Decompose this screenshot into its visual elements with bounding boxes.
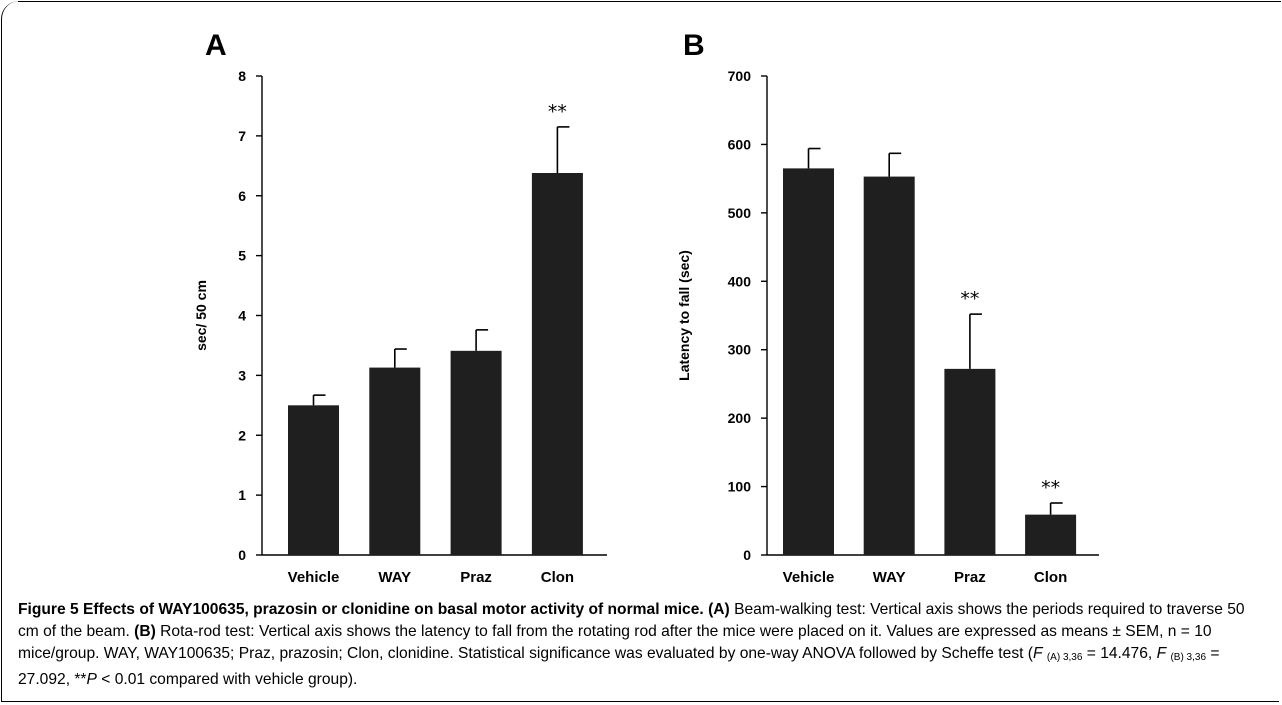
caption-p-text: < 0.01 compared with vehicle group). [101, 671, 358, 688]
chart-a-y-tick-label: 0 [238, 547, 246, 563]
chart-b-y-axis-label: Latency to fall (sec) [676, 250, 692, 381]
chart-a-y-tick-label: 8 [238, 68, 246, 84]
chart-b-bar [944, 368, 996, 555]
caption-p-symbol: P [86, 671, 97, 688]
chart-b-significance-annotation: ** [1041, 477, 1060, 499]
chart-b-category-label: WAY [873, 569, 906, 586]
chart-a-bar [450, 350, 502, 555]
chart-b-significance-annotation: ** [960, 288, 979, 310]
chart-a-y-tick-label: 5 [238, 248, 246, 264]
figure-charts: A 0 1 2 3 4 5 6 7 8 sec/ 50 cm Vehicle WAY Praz Clon **… [193, 29, 1099, 586]
chart-b-category-label: Vehicle [783, 569, 835, 586]
chart-b-y-tick-label: 200 [728, 410, 752, 426]
chart-b-category-label: Clon [1034, 569, 1067, 586]
caption-f-symbol-a: F [1032, 645, 1043, 662]
chart-b-y-tick-label: 100 [728, 479, 752, 495]
caption-text-a: Beam-walking test: Vertical axis shows t… [18, 601, 1245, 640]
chart-a-category-label: Praz [460, 569, 492, 586]
caption-f-a-value: = 14.476, [1086, 645, 1157, 662]
chart-a-category-label: Vehicle [288, 569, 340, 586]
caption-f-b-subscript: (B) 3,36 [1170, 652, 1207, 663]
caption-f-symbol-b: F [1156, 645, 1167, 662]
chart-b-y-tick-label: 700 [728, 68, 752, 84]
chart-a-y-tick-label: 3 [238, 367, 246, 383]
chart-a-panel-label: A [205, 29, 227, 62]
chart-a-y-tick-label: 4 [238, 308, 246, 324]
chart-a-y-tick-label: 2 [238, 427, 246, 443]
caption-label-b: (B) [134, 623, 156, 640]
chart-b-y-tick-label: 400 [728, 273, 752, 289]
caption-text-b: Rota-rod test: Vertical axis shows the l… [18, 623, 1212, 662]
chart-a-bar [369, 367, 421, 555]
chart-b-bar [1025, 514, 1077, 555]
chart-a-category-label: Clon [541, 569, 574, 586]
chart-a-category-label: WAY [378, 569, 411, 586]
chart-a-significance-annotation: ** [548, 101, 567, 123]
chart-a-y-axis-label: sec/ 50 cm [193, 280, 209, 351]
chart-b-bar [783, 168, 834, 555]
caption-title: Figure 5 Effects of WAY100635, prazosin … [18, 601, 704, 618]
chart-b-y-tick-label: 600 [728, 136, 752, 152]
chart-a-bar [531, 172, 583, 555]
caption-f-b-value: = 27.092, ** [18, 645, 1220, 688]
chart-b-y-tick-label: 500 [728, 205, 752, 221]
chart-b-y-tick-label: 0 [743, 547, 751, 563]
chart-a-y-tick-label: 1 [238, 487, 246, 503]
figure-caption: Figure 5 Effects of WAY100635, prazosin … [18, 599, 1268, 691]
chart-b-y-tick-label: 300 [728, 342, 752, 358]
chart-b-category-label: Praz [954, 569, 986, 586]
chart-a-y-tick-label: 6 [238, 188, 246, 204]
chart-a-y-tick-label: 7 [238, 128, 246, 144]
caption-label-a: (A) [708, 601, 730, 618]
chart-b-panel-label: B [683, 29, 705, 62]
chart-a-bar [288, 405, 339, 555]
caption-f-a-subscript: (A) 3,36 [1046, 652, 1083, 663]
chart-b-bar [863, 176, 915, 555]
